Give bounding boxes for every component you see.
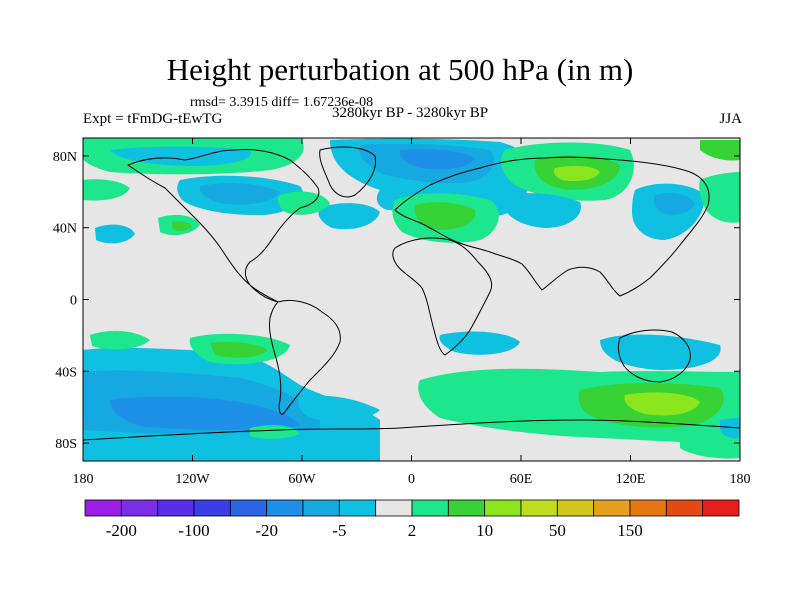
colorbar-swatch <box>229 499 268 517</box>
colorbar-label: 10 <box>476 521 493 540</box>
colorbar-swatch <box>556 499 595 517</box>
colorbar-swatch <box>338 499 377 517</box>
colorbar-swatch <box>447 499 486 517</box>
lat-tick-label: 80S <box>55 437 77 452</box>
coastline-australia <box>617 329 691 383</box>
colorbar <box>84 499 740 517</box>
anomaly-arctic-darkgreen <box>700 140 740 161</box>
anomaly-north-pacific-green-east <box>699 172 740 223</box>
lon-tick-label: 60E <box>510 472 533 487</box>
colorbar-swatch <box>484 499 522 517</box>
anomaly-north-america-blue <box>199 183 280 205</box>
anomaly-north-pacific-green-west <box>83 179 130 201</box>
map-panel: 80N 40N 0 40S 80S 180 120W 60W 0 60E 120E 180 <box>53 137 751 487</box>
colorbar-label: 50 <box>549 521 566 540</box>
anomaly-pacific-darkgreen <box>172 221 192 231</box>
period-label: 3280kyr BP - 3280kyr BP <box>331 105 489 121</box>
anomaly-atlantic-cyan <box>318 203 380 230</box>
season-label: JJA <box>719 111 742 127</box>
coastlines <box>83 146 740 441</box>
stats-text: rmsd= 3.3915 diff= 1.67236e-08 <box>190 95 374 110</box>
anomaly-south-pacific-green <box>90 330 150 350</box>
map-ticks <box>82 138 741 461</box>
anomaly-newfoundland-green <box>277 191 330 215</box>
lat-tick-label: 0 <box>70 294 77 309</box>
colorbar-label: 2 <box>408 521 417 540</box>
experiment-label: Expt = tFmDG-tEwTG <box>83 111 223 127</box>
anomaly-australia-east-cyan <box>600 334 721 370</box>
lon-tick-label: 60W <box>288 472 316 487</box>
lat-tick-label: 40S <box>55 365 77 380</box>
colorbar-label: -200 <box>106 521 137 540</box>
anomaly-south-indian-lime <box>624 392 700 416</box>
anomaly-antarctic-cyan-east <box>720 418 740 439</box>
colorbar-label: 150 <box>617 521 643 540</box>
anomaly-south-africa-cyan <box>439 331 520 355</box>
colorbar-swatch <box>193 499 231 517</box>
anomaly-antarctic-green-east <box>680 430 740 459</box>
anomaly-east-asia-blue <box>654 192 695 215</box>
colorbar-swatch <box>375 499 413 517</box>
colorbar-swatch <box>266 499 304 517</box>
colorbar-swatch <box>629 499 667 517</box>
anomaly-north-atlantic-blue-core <box>399 149 475 170</box>
coastline-north-america <box>127 149 320 303</box>
colorbar-swatch <box>665 499 704 517</box>
coastline-eurasia <box>394 156 710 297</box>
colorbar-swatch <box>520 499 558 517</box>
colorbar-swatch <box>157 499 195 517</box>
colorbar-swatch <box>302 499 340 517</box>
coastline-south-america <box>269 299 341 415</box>
anomaly-south-atlantic-cyan <box>298 395 380 421</box>
coastline-africa <box>392 237 493 356</box>
colorbar-label: -20 <box>255 521 278 540</box>
anomaly-arctic-cyan <box>110 146 251 166</box>
lat-tick-label: 40N <box>53 222 77 237</box>
lat-tick-label: 80N <box>53 150 77 165</box>
anomaly-south-america-darkgreen <box>210 341 268 358</box>
plot-title: Height perturbation at 500 hPa (in m) <box>166 52 634 87</box>
anomaly-antarctic-green-west <box>250 425 300 439</box>
anomaly-field <box>83 138 740 461</box>
colorbar-label: -5 <box>332 521 346 540</box>
lon-tick-label: 180 <box>73 472 94 487</box>
lon-tick-label: 0 <box>408 472 415 487</box>
anomaly-south-pacific-core <box>110 396 300 430</box>
lon-tick-label: 120E <box>616 472 646 487</box>
lon-tick-label: 180 <box>730 472 751 487</box>
map-tick-labels: 80N 40N 0 40S 80S 180 120W 60W 0 60E 120E 180 <box>53 150 751 487</box>
coastline-greenland <box>319 146 377 198</box>
colorbar-labels: -200 -100 -20 -5 2 10 50 150 <box>106 521 643 540</box>
coastline-antarctica <box>83 419 740 441</box>
anomaly-asia-cyan <box>500 193 581 228</box>
anomaly-europe-darkgreen <box>414 202 476 230</box>
anomaly-siberia-lime <box>553 165 600 182</box>
colorbar-swatch <box>411 499 449 517</box>
colorbar-swatch <box>593 499 631 517</box>
lon-tick-label: 120W <box>175 472 210 487</box>
anomaly-pacific-cyan <box>95 224 135 244</box>
colorbar-swatch <box>702 499 740 517</box>
colorbar-swatch <box>84 499 122 517</box>
colorbar-swatch <box>120 499 159 517</box>
colorbar-label: -100 <box>178 521 209 540</box>
